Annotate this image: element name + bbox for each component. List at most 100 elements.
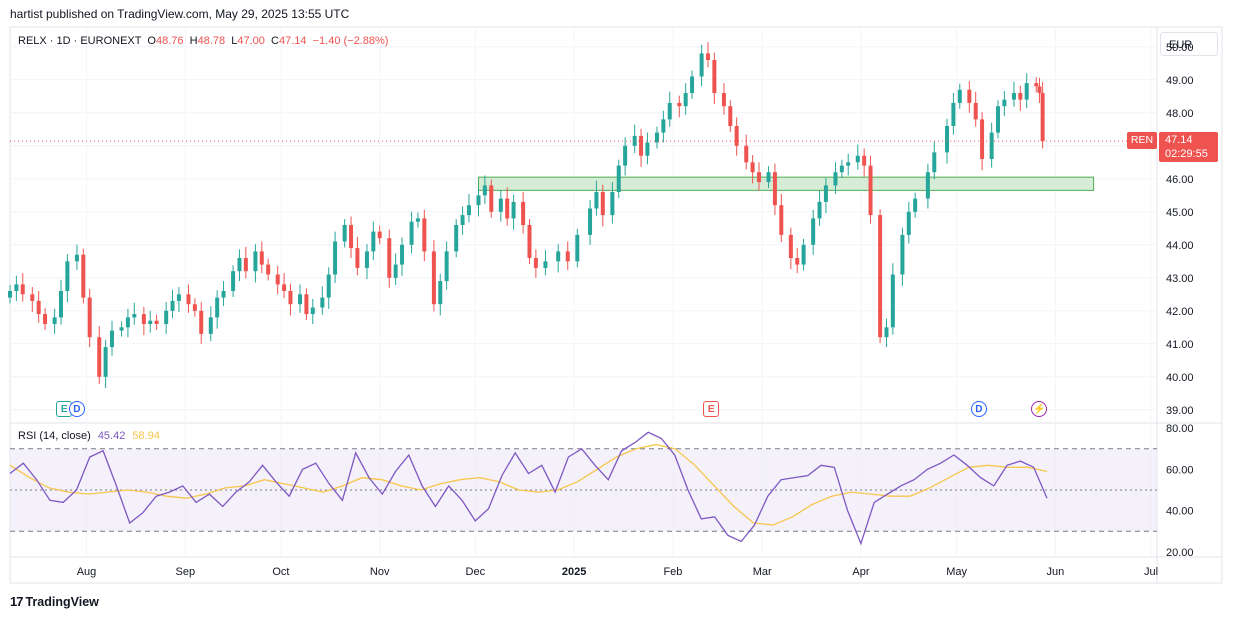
candle — [454, 219, 459, 258]
support-zone-layer — [478, 176, 1095, 191]
candle-body — [14, 284, 19, 291]
candle — [288, 283, 293, 316]
candle — [119, 321, 124, 337]
candle-body — [288, 291, 293, 305]
candle — [349, 216, 354, 258]
candle-body — [890, 274, 895, 328]
candle-body — [610, 192, 615, 216]
candle — [705, 42, 710, 68]
candle — [377, 225, 382, 245]
candle-body — [1018, 93, 1023, 100]
candle-body — [259, 251, 264, 265]
candle-body — [342, 225, 347, 242]
candle-body — [811, 218, 816, 245]
support-zone — [478, 176, 1095, 191]
candle-body — [945, 126, 950, 153]
candle — [43, 308, 48, 330]
price-tick-label: 48.00 — [1166, 108, 1194, 120]
candle-body — [677, 102, 682, 107]
split-event-icon[interactable]: ⚡ — [1031, 401, 1048, 417]
symbol-title: RELX · 1D · EURONEXT — [18, 35, 142, 47]
candle-body — [1024, 83, 1029, 100]
candle-body — [215, 297, 220, 318]
candle — [690, 70, 695, 99]
candle — [1002, 91, 1007, 117]
candle-body — [304, 294, 309, 315]
candle — [364, 244, 369, 280]
rsi-legend[interactable]: RSI (14, close) 45.42 58.94 — [18, 430, 160, 442]
candle-body — [575, 234, 580, 262]
candle — [957, 83, 962, 109]
currency-selector[interactable]: EUR — [1160, 32, 1218, 56]
time-tick-label: Nov — [370, 566, 390, 578]
time-axis[interactable]: Aug Sep Oct Nov Dec 2025 Feb Mar Apr May Jun Jul — [77, 566, 1158, 578]
rsi-pane — [9, 431, 1157, 546]
candle-body — [823, 185, 828, 202]
candle-body — [103, 347, 108, 377]
symbol-legend[interactable]: RELX · 1D · EURONEXT O48.76 H48.78 L47.0… — [18, 35, 388, 47]
candle-body — [355, 248, 360, 268]
candle — [14, 275, 19, 301]
candle-body — [460, 215, 465, 225]
candle — [103, 339, 108, 389]
candle-body — [141, 314, 146, 324]
candle — [81, 248, 86, 304]
candle — [996, 100, 1001, 139]
candle — [632, 124, 637, 154]
time-tick-label: 2025 — [562, 566, 586, 578]
candle-body — [349, 225, 354, 249]
price-axis[interactable]: 50.0049.0048.0047.0046.0045.0044.0043.00… — [1166, 42, 1194, 417]
candle-body — [690, 76, 695, 93]
publish-attribution: hartist published on TradingView.com, Ma… — [10, 7, 350, 21]
candle-body — [8, 291, 12, 298]
time-tick-label: Jun — [1047, 566, 1065, 578]
candle-body — [186, 294, 191, 305]
candle — [699, 44, 704, 87]
candle — [575, 228, 580, 268]
candle — [52, 308, 57, 334]
candle — [148, 310, 153, 333]
candle — [65, 254, 70, 303]
candle — [476, 188, 481, 217]
candle-body — [543, 261, 548, 268]
candle — [788, 227, 793, 270]
candle — [712, 52, 717, 105]
candle — [215, 290, 220, 329]
price-tick-label: 50.00 — [1166, 42, 1194, 54]
time-tick-label: Sep — [176, 566, 196, 578]
candle — [884, 318, 889, 348]
candle-body — [409, 221, 414, 245]
candle-body — [521, 201, 526, 225]
candle — [109, 320, 114, 356]
candle — [87, 289, 92, 348]
price-tick-label: 43.00 — [1166, 273, 1194, 285]
rsi-line — [9, 431, 1048, 546]
dividend-event-icon[interactable]: D — [68, 401, 85, 417]
earnings-event-icon[interactable]: E — [703, 401, 720, 417]
candle — [1011, 81, 1016, 107]
candle — [164, 302, 169, 334]
candle — [945, 118, 950, 164]
dividend-event-icon[interactable]: D — [970, 401, 987, 417]
candle — [199, 302, 204, 344]
candle-body — [527, 225, 532, 258]
rsi-axis[interactable]: 80.00 60.00 40.00 20.00 — [1166, 423, 1194, 559]
candle-body — [973, 102, 978, 120]
tradingview-logo[interactable]: 17 TradingView — [10, 594, 99, 609]
candle — [333, 231, 338, 284]
candle — [1034, 77, 1039, 93]
candle-body — [565, 251, 570, 262]
candle — [989, 122, 994, 168]
candle-body — [712, 60, 717, 93]
time-tick-label: Jul — [1144, 566, 1158, 578]
candle-body — [868, 165, 873, 216]
candle — [817, 190, 822, 226]
candle-body — [253, 251, 258, 272]
candle — [259, 241, 264, 274]
candle-body — [371, 231, 376, 252]
candle-body — [400, 244, 405, 265]
candle — [823, 178, 828, 214]
candle-body — [766, 172, 771, 183]
candle-body — [498, 198, 503, 212]
